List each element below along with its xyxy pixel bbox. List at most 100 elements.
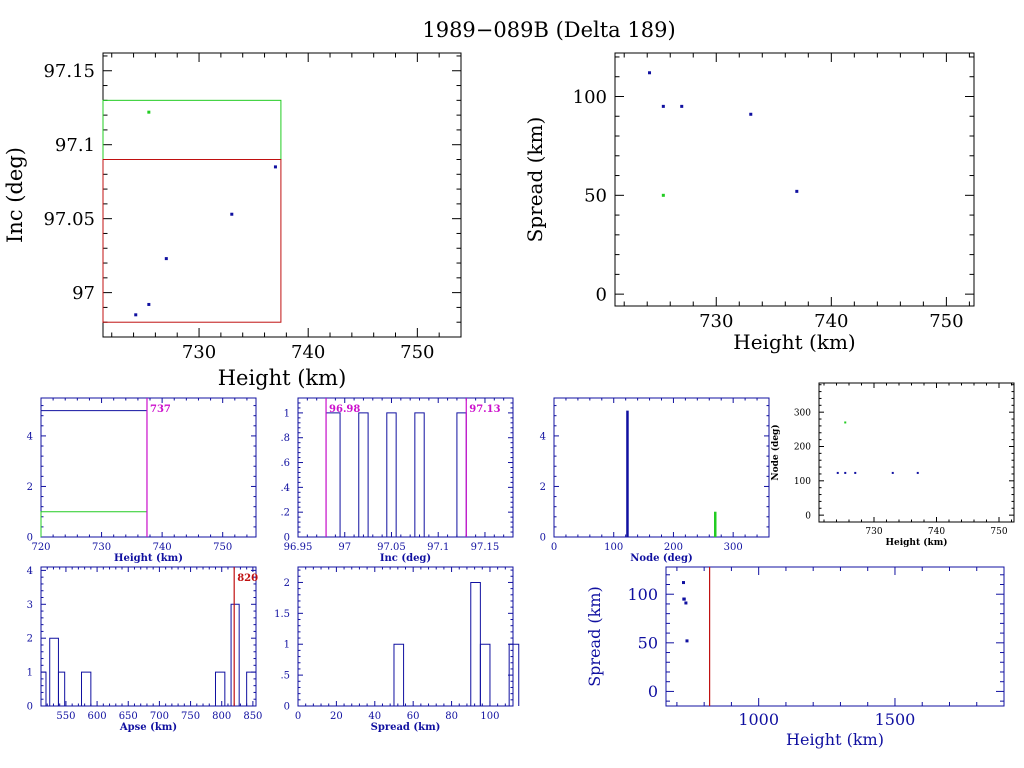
y-tick-label: .5 — [280, 671, 290, 682]
x-tick-label: 100 — [604, 542, 623, 553]
data-point — [230, 212, 234, 216]
y-tick-label: 0 — [27, 702, 33, 713]
y-tick-label: 97.15 — [43, 61, 95, 82]
plot-frame — [665, 566, 1005, 707]
x-tick-label: 740 — [928, 527, 945, 537]
histogram-bin — [414, 412, 425, 537]
y-tick-label: 0 — [596, 284, 607, 305]
data-point — [916, 471, 919, 474]
y-tick-label: .4 — [280, 483, 290, 494]
data-point — [854, 471, 857, 474]
histogram-bin — [508, 643, 520, 706]
y-tick-label: 4 — [27, 566, 33, 577]
y-tick-label: 4 — [27, 431, 33, 442]
y-tick-label: 1 — [27, 668, 33, 679]
y-tick-label: 0 — [27, 533, 33, 544]
panel-node-histogram: 0 100 200 300 0 2 4 Node (deg) — [540, 397, 770, 564]
y-tick-label: 2 — [540, 482, 546, 493]
x-tick-label: 700 — [150, 711, 169, 722]
y-tick-label: 50 — [638, 633, 658, 652]
plot-frame — [40, 566, 257, 707]
histogram-bin — [40, 511, 148, 537]
x-tick-label: 740 — [153, 542, 172, 553]
x-axis-label: Apse (km) — [119, 722, 177, 733]
histogram-bin — [470, 581, 481, 706]
y-tick-label: 100 — [627, 585, 658, 604]
x-axis-label: Spread (km) — [371, 722, 441, 733]
x-axis-label: Height (km) — [786, 730, 884, 749]
y-tick-label: .8 — [280, 433, 290, 444]
panel-node-vs-height: 730 740 750 0 100 200 300 Height (km) Node (deg) — [770, 382, 1015, 548]
y-axis-label: Inc (deg) — [3, 147, 27, 243]
histogram-bin — [40, 671, 47, 706]
y-tick-label: 1.5 — [274, 609, 290, 620]
x-tick-label: 96.95 — [284, 542, 313, 553]
data-point — [147, 110, 151, 114]
x-tick-label: 300 — [724, 542, 743, 553]
y-tick-label: 0 — [284, 533, 290, 544]
x-tick-label: 750 — [929, 311, 963, 332]
x-tick-label: 750 — [181, 711, 200, 722]
y-tick-label: 2 — [284, 578, 290, 589]
x-tick-label: 730 — [92, 542, 111, 553]
y-tick-label: .2 — [280, 508, 290, 519]
data-point — [685, 639, 689, 643]
x-tick-label: 60 — [407, 711, 420, 722]
y-tick-label: 0 — [648, 682, 658, 701]
x-tick-label: 740 — [814, 311, 848, 332]
y-tick-label: 97.05 — [43, 209, 95, 230]
x-tick-label: 100 — [480, 711, 499, 722]
x-tick-label: 40 — [368, 711, 381, 722]
data-point — [749, 112, 753, 116]
y-tick-label: 2 — [27, 634, 33, 645]
plot-frame — [102, 52, 462, 338]
y-tick-label: 97.1 — [55, 135, 95, 156]
plot-frame — [818, 382, 1015, 523]
panel-spread-vs-height-wide: 1000 1500 0 50 100 Height (km) Spread (km) — [585, 566, 1005, 749]
selection-box-red — [102, 159, 282, 323]
panel-inc-histogram: 96.95 97 97.05 97.1 97.15 0 .2 .4 .6 .8 1 Inc (deg)… — [280, 397, 514, 564]
panel-apse-histogram: 550 600 650 700 750 800 850 0 1 2 3 4 Apse (km) 820 — [27, 566, 263, 733]
data-point — [891, 471, 894, 474]
histogram-bin — [393, 643, 405, 706]
data-point — [661, 193, 665, 197]
y-tick-label: .6 — [280, 458, 290, 469]
marker-label: 820 — [237, 573, 258, 584]
plot-frame — [40, 397, 257, 538]
histogram-bin — [57, 671, 66, 706]
histogram-bin — [81, 671, 92, 706]
data-point — [836, 471, 839, 474]
x-axis-label: Height (km) — [114, 553, 183, 564]
histogram-bin — [479, 643, 491, 706]
y-tick-label: 1 — [284, 640, 290, 651]
panel-spread-histogram: 0 20 40 60 80 100 0 .5 1 1.5 2 Spread (km) — [274, 566, 520, 733]
x-tick-label: 20 — [330, 711, 343, 722]
x-tick-label: 750 — [990, 527, 1007, 537]
x-tick-label: 750 — [400, 342, 434, 363]
histogram-bin — [456, 412, 467, 537]
histogram-bin — [386, 412, 397, 537]
x-axis-label: Height (km) — [885, 537, 947, 548]
data-point — [273, 165, 277, 169]
marker-label: 97.13 — [469, 404, 500, 415]
data-point — [682, 597, 686, 601]
x-tick-label: 720 — [31, 542, 50, 553]
y-tick-label: 50 — [584, 186, 607, 207]
data-point — [681, 581, 685, 585]
histogram-bin — [358, 412, 369, 537]
histogram-bin — [246, 671, 257, 706]
y-tick-label: 200 — [794, 443, 811, 453]
y-tick-label: 97 — [72, 283, 95, 304]
x-tick-label: 550 — [56, 711, 75, 722]
y-tick-label: 0 — [284, 702, 290, 713]
data-point — [680, 104, 684, 108]
data-point — [795, 189, 799, 193]
data-point — [648, 71, 652, 75]
plot-frame — [297, 397, 514, 538]
histogram-bin — [40, 410, 148, 537]
data-point — [164, 257, 168, 261]
data-point — [684, 601, 688, 605]
y-tick-label: 0 — [805, 511, 811, 521]
y-axis-label: Node (deg) — [770, 424, 781, 480]
